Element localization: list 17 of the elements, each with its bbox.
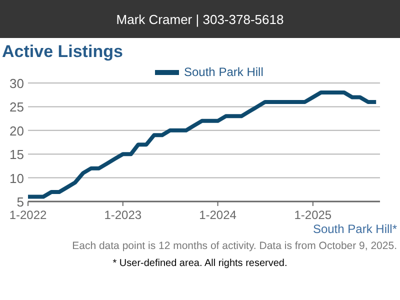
chart-title: Active Listings xyxy=(2,42,123,61)
x-tick-label: 1-2024 xyxy=(199,208,237,222)
x-tick-label: 1-2022 xyxy=(9,208,48,222)
x-tick-label: 1-2025 xyxy=(294,208,332,222)
y-tick-label: 20 xyxy=(10,123,24,138)
chart-subtitle: Mark Cramer | 303-378-5618 xyxy=(116,12,284,27)
text: * User-defined area. All rights reserved. xyxy=(112,258,288,269)
legend-label: South Park Hill xyxy=(184,65,264,79)
text: Each data point is 12 months of activity. Data is from October 9, 2025. xyxy=(72,240,397,252)
y-tick-label: 25 xyxy=(10,100,24,115)
x-tick-label: 1-2023 xyxy=(104,208,142,222)
text: South Park Hill* xyxy=(312,222,398,236)
y-tick-label: 10 xyxy=(10,170,24,186)
y-tick-label: 15 xyxy=(10,147,24,162)
line-series xyxy=(26,90,378,199)
y-tick-label: 30 xyxy=(10,76,24,91)
y-tick-label: 5 xyxy=(16,194,24,210)
